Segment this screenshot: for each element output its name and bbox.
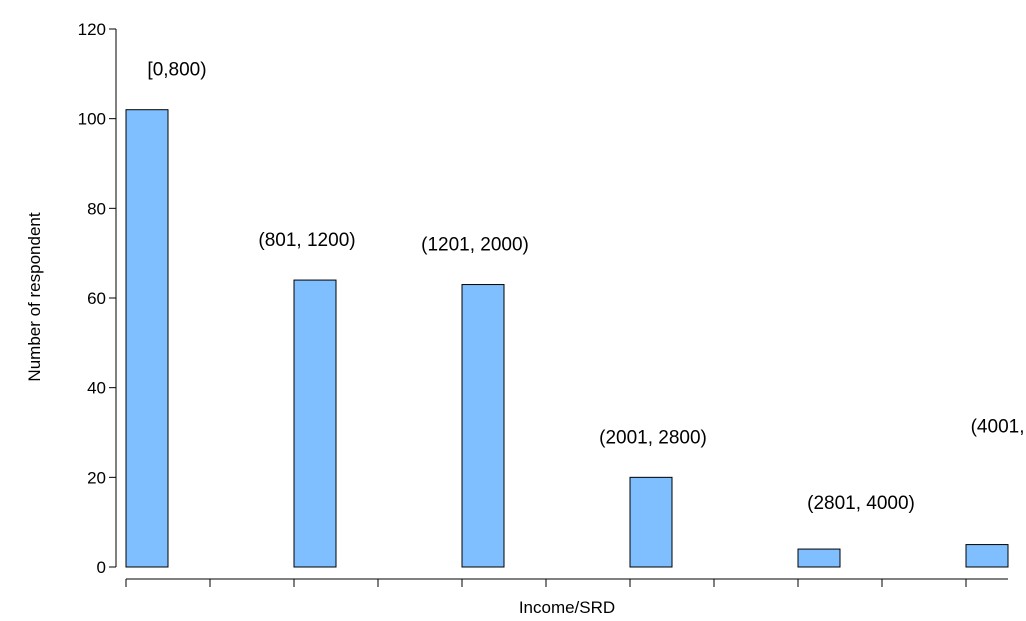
y-tick-label: 40	[87, 379, 106, 398]
y-tick-label: 0	[97, 558, 106, 577]
bar-category-label-3: (1201, 2000)	[421, 235, 529, 256]
y-axis-title: Number of respondent	[25, 212, 44, 381]
bar-4	[629, 476, 673, 568]
y-tick-label: 20	[87, 468, 106, 487]
y-tick-label: 120	[78, 20, 106, 39]
y-tick-label: 60	[87, 289, 106, 308]
x-axis-title: Income/SRD	[519, 598, 615, 617]
bar-category-label-5: (2801, 4000)	[807, 493, 915, 514]
bar-6	[965, 544, 1009, 568]
bar-category-label-6: (4001, more)	[971, 417, 1026, 438]
bar-1	[125, 109, 169, 568]
bar-category-label-2: (801, 1200)	[258, 230, 355, 251]
bar-5	[797, 548, 841, 568]
plot-area: 0 20 40 60 80 100 120 [0,800) (801, 1200) (1201, …	[78, 20, 1026, 587]
bar-3	[461, 284, 505, 568]
bar-category-label-4: (2001, 2800)	[599, 427, 707, 448]
bar-category-label-1: [0,800)	[147, 60, 206, 81]
y-tick-label: 100	[78, 110, 106, 129]
y-tick-label: 80	[87, 199, 106, 218]
bar-2	[293, 279, 337, 568]
